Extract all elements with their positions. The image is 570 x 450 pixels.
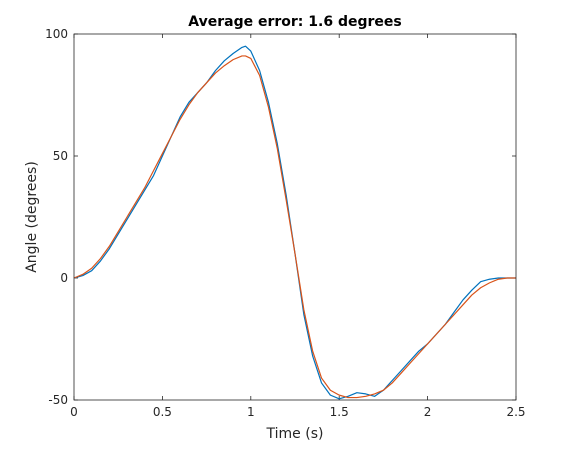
- x-tick-label: 1: [247, 405, 255, 419]
- series-line-2: [73, 55, 516, 399]
- x-tick-label: 0: [70, 405, 78, 419]
- x-tick-label: 0.5: [153, 405, 172, 419]
- y-axis-label: Angle (degrees): [24, 161, 40, 273]
- x-axis-label: Time (s): [266, 426, 324, 442]
- y-tick-label: 50: [53, 149, 68, 163]
- series-layer: [73, 45, 516, 400]
- x-tick-label: 2: [424, 405, 432, 419]
- plot-area: [74, 34, 516, 400]
- x-tick-label: 1.5: [330, 405, 349, 419]
- y-tick-label: 100: [45, 27, 68, 41]
- x-tick-label: 2.5: [506, 405, 525, 419]
- y-tick-label: 0: [60, 271, 68, 285]
- y-tick-label: -50: [48, 393, 68, 407]
- chart-title: Average error: 1.6 degrees: [188, 14, 401, 30]
- axes-box: [73, 33, 517, 401]
